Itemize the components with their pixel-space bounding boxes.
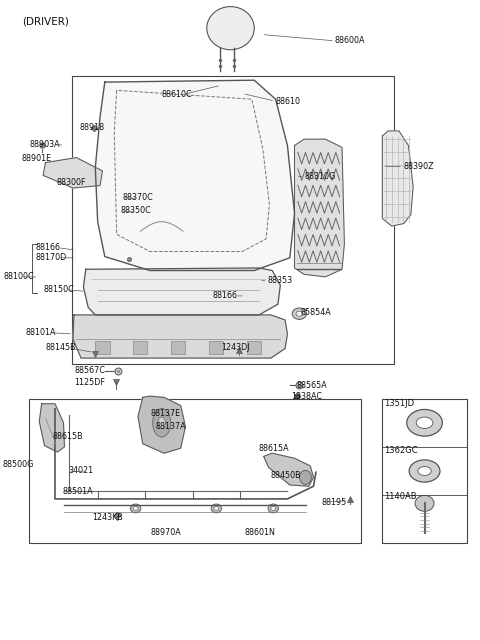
Bar — [133, 341, 147, 354]
Text: 88500G: 88500G — [3, 460, 34, 469]
Text: 85854A: 85854A — [301, 308, 332, 317]
Polygon shape — [383, 131, 413, 226]
Ellipse shape — [131, 504, 141, 513]
Text: 1243DJ: 1243DJ — [221, 344, 250, 353]
Text: 88970A: 88970A — [151, 528, 181, 537]
Polygon shape — [43, 157, 102, 188]
Ellipse shape — [207, 6, 254, 50]
Text: 88501A: 88501A — [62, 487, 93, 496]
Text: 88300F: 88300F — [57, 179, 86, 188]
Bar — [29, 399, 361, 543]
Polygon shape — [39, 404, 64, 452]
Text: 88100C: 88100C — [4, 273, 35, 282]
Polygon shape — [96, 80, 295, 271]
Ellipse shape — [407, 410, 443, 436]
Ellipse shape — [133, 506, 138, 510]
Ellipse shape — [268, 504, 278, 513]
Ellipse shape — [214, 506, 219, 510]
Text: 1125DF: 1125DF — [74, 378, 105, 387]
Text: 88610C: 88610C — [162, 90, 192, 99]
Text: 88615A: 88615A — [259, 444, 289, 452]
Ellipse shape — [153, 408, 171, 437]
Text: 88145B: 88145B — [46, 344, 76, 353]
Text: 34021: 34021 — [68, 467, 94, 476]
Polygon shape — [138, 396, 185, 453]
Text: 88450B: 88450B — [271, 471, 301, 480]
Text: 88170D: 88170D — [36, 253, 67, 262]
Bar — [96, 341, 109, 354]
Ellipse shape — [296, 311, 302, 316]
Text: 88166: 88166 — [36, 243, 61, 252]
Ellipse shape — [271, 506, 276, 510]
Text: 1243KB: 1243KB — [92, 513, 123, 522]
Text: 88137A: 88137A — [156, 422, 186, 431]
Text: 88567C: 88567C — [75, 366, 106, 375]
Text: 1362GC: 1362GC — [384, 445, 418, 454]
Text: 88565A: 88565A — [297, 381, 328, 390]
Ellipse shape — [409, 460, 440, 482]
Ellipse shape — [292, 308, 306, 319]
Text: 88137E: 88137E — [151, 410, 181, 419]
Text: 1140AB: 1140AB — [384, 492, 417, 501]
Text: 88918: 88918 — [80, 124, 105, 132]
Polygon shape — [295, 139, 344, 277]
Ellipse shape — [300, 470, 312, 484]
Text: 88901E: 88901E — [22, 154, 52, 163]
Text: 88310G: 88310G — [304, 172, 336, 181]
Text: 1338AC: 1338AC — [291, 392, 322, 401]
Text: 88600A: 88600A — [335, 36, 365, 45]
Text: 88353: 88353 — [267, 276, 293, 285]
Ellipse shape — [211, 504, 221, 513]
Text: 88903A: 88903A — [29, 140, 60, 149]
Text: 88370C: 88370C — [122, 193, 153, 202]
Ellipse shape — [418, 467, 431, 476]
Bar — [247, 341, 261, 354]
Polygon shape — [84, 268, 280, 315]
Bar — [209, 341, 223, 354]
Text: 88150C: 88150C — [44, 285, 74, 294]
Ellipse shape — [415, 495, 434, 511]
Text: 88610: 88610 — [276, 97, 300, 106]
Text: 88615B: 88615B — [53, 432, 83, 441]
Bar — [72, 76, 394, 364]
Ellipse shape — [416, 417, 433, 429]
Text: 88195: 88195 — [322, 497, 347, 507]
Text: 88101A: 88101A — [25, 328, 56, 337]
Text: 88166: 88166 — [213, 291, 238, 300]
Polygon shape — [264, 453, 313, 486]
Ellipse shape — [158, 417, 166, 429]
Bar — [171, 341, 185, 354]
Text: 88601N: 88601N — [245, 528, 276, 537]
Polygon shape — [73, 315, 288, 358]
Text: (DRIVER): (DRIVER) — [22, 17, 69, 27]
Text: 88390Z: 88390Z — [403, 162, 434, 171]
Bar — [383, 399, 467, 543]
Text: 1351JD: 1351JD — [384, 399, 414, 408]
Text: 88350C: 88350C — [120, 206, 151, 216]
